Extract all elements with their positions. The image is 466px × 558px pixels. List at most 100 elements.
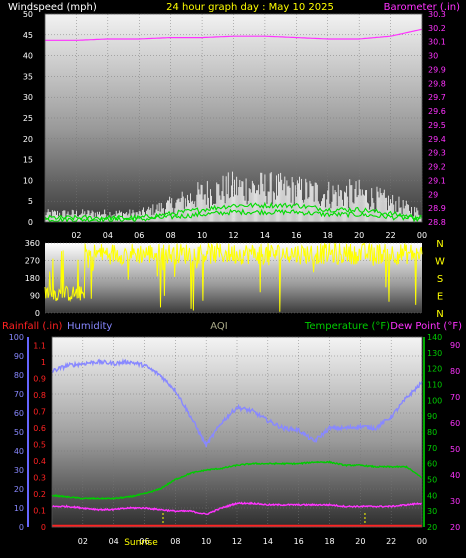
humidity-label: Humidity: [67, 321, 112, 332]
dew-y-tick: 40: [450, 471, 460, 480]
wind-y-tick: 25: [23, 114, 33, 123]
rain-y-tick: 0.7: [33, 407, 46, 416]
wind-direction-line: [44, 242, 423, 312]
temp-y-tick: 80: [427, 428, 437, 437]
humidity-y-tick: 20: [14, 485, 24, 494]
temp-x-tick: 06: [139, 537, 149, 546]
temperature-label: Temperature (°F): [304, 321, 390, 332]
wind-x-tick: 08: [166, 231, 176, 240]
dew-y-tick: 90: [450, 341, 460, 350]
rain-y-tick: 0.3: [33, 473, 46, 482]
barometer-y-tick: 30.3: [428, 10, 446, 19]
direction-y-tick: 360: [25, 239, 40, 248]
temp-x-tick: 18: [324, 537, 334, 546]
rain-y-tick: 0: [41, 523, 46, 532]
dew-y-tick: 70: [450, 393, 460, 402]
temp-panel-border: [51, 336, 423, 528]
barometer-y-tick: 29: [428, 190, 438, 199]
rain-y-tick: 0.5: [33, 440, 46, 449]
sunrise-label: Sunrise: [124, 538, 158, 548]
dew-y-tick: 80: [450, 367, 460, 376]
humidity-y-tick: 30: [14, 466, 24, 475]
humidity-y-tick: 50: [14, 428, 24, 437]
temp-x-tick: 04: [109, 537, 119, 546]
wind-y-tick: 20: [23, 135, 33, 144]
temp-y-tick: 140: [427, 333, 442, 342]
temp-x-tick: 12: [232, 537, 242, 546]
wind-y-tick: 5: [28, 197, 33, 206]
temp-panel-series: [51, 358, 423, 528]
wind-y-tick: 40: [23, 52, 33, 61]
wind-y-tick: 10: [23, 176, 33, 185]
wind-x-tick: 04: [103, 231, 113, 240]
temp-y-tick: 70: [427, 444, 437, 453]
barometer-label: Barometer (.in): [384, 2, 460, 13]
rain-y-tick: 0.9: [33, 374, 46, 383]
rain-y-tick: 0.2: [33, 490, 46, 499]
temp-panel-axes: 010203040506070809010000.10.20.30.40.50.…: [9, 333, 460, 546]
direction-y-tick: 270: [25, 257, 40, 266]
compass-label: E: [437, 292, 443, 303]
barometer-y-tick: 29.3: [428, 149, 446, 158]
barometer-y-tick: 28.9: [428, 204, 446, 213]
wind-x-tick: 10: [197, 231, 207, 240]
barometer-y-tick: 29.8: [428, 79, 446, 88]
wind-x-tick: 22: [385, 231, 395, 240]
wind-y-tick: 30: [23, 93, 33, 102]
direction-y-tick: 180: [25, 274, 40, 283]
temp-y-tick: 40: [427, 491, 437, 500]
humidity-y-tick: 60: [14, 409, 24, 418]
temp-x-tick: 16: [294, 537, 304, 546]
temperature-line: [51, 460, 423, 500]
compass-label: S: [437, 274, 443, 285]
rain-y-tick: 0.6: [33, 424, 46, 433]
temp-y-tick: 50: [427, 476, 437, 485]
direction-y-tick: 90: [30, 292, 40, 301]
rain-y-tick: 1.1: [33, 341, 46, 350]
wind-x-tick: 00: [417, 231, 427, 240]
temp-y-tick: 30: [427, 507, 437, 516]
temp-y-tick: 60: [427, 460, 437, 469]
humidity-y-tick: 70: [14, 390, 24, 399]
temp-x-tick: 14: [263, 537, 273, 546]
wind-x-tick: 16: [291, 231, 301, 240]
temp-x-tick: 22: [386, 537, 396, 546]
wind-x-tick: 02: [71, 231, 81, 240]
compass-label: N: [436, 239, 443, 250]
rain-y-tick: 0.4: [33, 457, 46, 466]
barometer-y-tick: 29.5: [428, 121, 446, 130]
rain-y-tick: 0.1: [33, 506, 46, 515]
rain-y-tick: 0.8: [33, 391, 46, 400]
rainfall-label: Rainfall (.in): [2, 321, 63, 332]
wind-x-tick: 14: [260, 231, 270, 240]
windspeed-label: Windspeed (mph): [8, 2, 97, 13]
temp-x-tick: 02: [78, 537, 88, 546]
barometer-y-tick: 29.9: [428, 65, 446, 74]
temp-y-tick: 100: [427, 396, 442, 405]
wind-x-tick: 20: [354, 231, 364, 240]
humidity-y-tick: 10: [14, 504, 24, 513]
humidity-line: [51, 358, 423, 448]
wind-y-tick: 15: [23, 156, 33, 165]
barometer-y-tick: 29.2: [428, 163, 446, 172]
temp-panel-background: [52, 337, 422, 527]
temp-y-tick: 90: [427, 412, 437, 421]
wind-y-tick: 0: [28, 218, 33, 227]
wind-average-line: [44, 201, 423, 222]
temp-y-tick: 120: [427, 365, 442, 374]
direction-panel-series: [44, 242, 423, 312]
barometer-line: [45, 28, 423, 41]
temp-x-tick: 00: [417, 537, 427, 546]
temp-y-tick: 130: [427, 349, 442, 358]
direction-y-tick: 0: [35, 309, 40, 318]
graph-title: 24 hour graph day : May 10 2025: [166, 2, 334, 13]
temp-x-tick: 20: [355, 537, 365, 546]
humidity-y-tick: 90: [14, 352, 24, 361]
rain-y-tick: 1: [41, 358, 46, 367]
humidity-y-tick: 80: [14, 371, 24, 380]
compass-label: N: [436, 309, 443, 320]
wind-panel-series: [44, 28, 423, 224]
